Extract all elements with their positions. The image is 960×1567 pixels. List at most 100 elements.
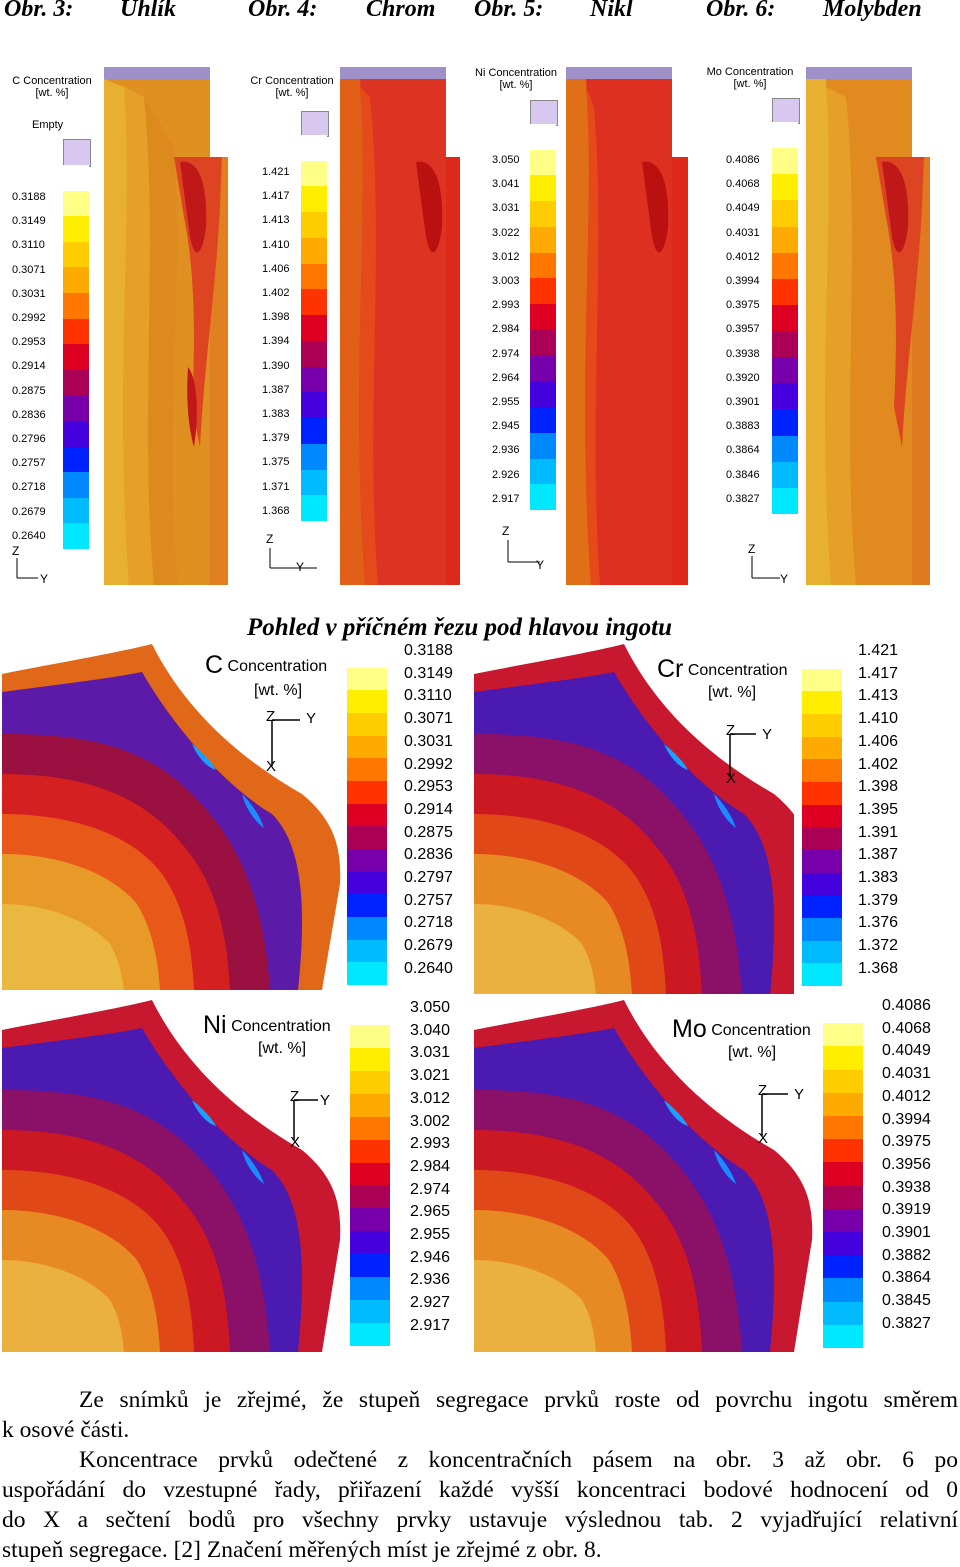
tick-label: 1.398: [858, 778, 899, 796]
colorbar-swatch: [530, 124, 556, 151]
tick-label: 1.417: [262, 190, 290, 203]
tick-label: 1.390: [262, 359, 290, 372]
axis-z-label: Z: [12, 544, 20, 558]
tick-label: 0.2953: [12, 336, 46, 349]
colorbar-swatch: [350, 1185, 390, 1209]
colorbar-swatch: [350, 1093, 390, 1118]
tick-label: 3.031: [492, 202, 520, 215]
tick-label: 0.2679: [12, 505, 46, 518]
colorbar-swatch: [347, 781, 387, 805]
tick-label: 0.2640: [12, 529, 46, 542]
colorbar-swatch: [301, 237, 327, 265]
tick-label: 0.3846: [726, 468, 760, 481]
axis-y-label: Y: [320, 1092, 331, 1109]
ingot-section-image: [806, 67, 930, 585]
colorbar-swatch: [530, 252, 556, 279]
colorbar-swatch: [530, 278, 556, 305]
tick-label: 1.387: [262, 383, 290, 396]
tick-label: 0.3975: [882, 1133, 931, 1151]
colorbar-swatch: [823, 1139, 863, 1163]
colorbar-swatch: [823, 1278, 863, 1303]
colorbar-swatch: [530, 226, 556, 254]
tick-label: 1.368: [858, 959, 899, 977]
paragraph-2-line-2: uspořádání do vzestupné řady, přiřazení …: [2, 1477, 958, 1503]
tick-label: 0.4031: [726, 226, 760, 239]
colorbar-swatch: [772, 148, 798, 175]
tick-label: 0.3919: [882, 1201, 931, 1219]
legend-title-line1: Ni Concentration: [475, 67, 557, 79]
paragraph-2-line-1: Koncentrace prvků odečtené z koncentračn…: [79, 1447, 958, 1473]
colorbar-swatch: [802, 782, 842, 806]
tick-label: 2.917: [492, 492, 520, 505]
tick-label: 0.3827: [726, 492, 760, 505]
tick-label: 3.040: [410, 1021, 451, 1039]
tick-label: 2.965: [410, 1203, 451, 1221]
colorbar-swatch: [350, 1300, 390, 1324]
tick-label: 0.4031: [882, 1065, 931, 1083]
legend-title-line1: C Concentration: [12, 75, 92, 87]
colorbar-swatch: [347, 871, 387, 895]
tick-label: 1.394: [262, 335, 290, 348]
colorbar-swatch: [772, 226, 798, 254]
colorbar-swatch: [63, 395, 89, 422]
colorbar-swatch: [347, 645, 387, 669]
colorbar-swatch: [772, 435, 798, 463]
tick-label: 3.022: [492, 226, 520, 239]
tick-label: 0.2992: [404, 755, 453, 773]
colorbar-swatch: [63, 369, 89, 396]
tick-label: 2.926: [492, 468, 520, 481]
colorbar-swatch: [301, 135, 327, 162]
tick-label: 3.012: [410, 1089, 451, 1107]
tick-label: 0.2836: [404, 846, 453, 864]
axis-x-label: X: [726, 770, 737, 787]
axis-x-label: X: [758, 1130, 769, 1147]
colorbar-swatch: [823, 1046, 863, 1071]
section-title: Pohled v příčném řezu pod hlavou ingotu: [247, 614, 673, 641]
tick-label: 0.3031: [12, 287, 46, 300]
tick-label: 0.3920: [726, 371, 760, 384]
colorbar-swatch: [802, 714, 842, 738]
tick-label: 0.3071: [12, 263, 46, 276]
legend-title: C Concentration: [205, 653, 327, 678]
colorbar-swatch: [63, 267, 89, 294]
colorbar-swatch: [802, 963, 842, 987]
tick-label: 0.3827: [882, 1314, 931, 1332]
tick-label: 0.4086: [882, 997, 931, 1014]
tick-label: 0.2679: [404, 937, 453, 955]
colorbar-swatch: [301, 495, 327, 522]
empty-swatch: [530, 100, 558, 126]
colorbar-swatch: [350, 1024, 390, 1049]
tick-label: 3.012: [492, 250, 520, 263]
colorbar-swatch: [823, 1208, 863, 1233]
colorbar-swatch: [63, 241, 89, 268]
tick-label: 0.2914: [404, 800, 453, 818]
axis-triad: [761, 1093, 788, 1136]
tick-label: 0.4012: [726, 250, 760, 263]
colorbar-swatch: [350, 1047, 390, 1072]
colorbar-swatch: [772, 409, 798, 437]
colorbar: [802, 646, 842, 987]
colorbar-swatch: [530, 458, 556, 485]
axis-y-label: Y: [762, 726, 773, 743]
colorbar: [347, 645, 387, 986]
colorbar-swatch: [63, 446, 89, 473]
colorbar-swatch: [301, 366, 327, 393]
tick-label: 1.413: [858, 687, 899, 705]
tick-label: 0.3901: [882, 1224, 931, 1241]
colorbar-swatch: [823, 1324, 863, 1349]
tick-label: 0.3188: [404, 642, 453, 659]
paragraph-2-line-3: do X a sečtení bodů pro všechny prvky us…: [2, 1507, 958, 1533]
axis-z-label: Z: [266, 708, 276, 725]
tick-label: 0.3149: [404, 664, 453, 682]
colorbar-swatch: [802, 759, 842, 783]
tick-label: 1.383: [262, 408, 290, 420]
legend-title: Mo Concentration [wt. %]: [702, 66, 798, 90]
tick-label: 0.3071: [404, 710, 453, 728]
ingot-section-image: [104, 67, 228, 585]
colorbar-swatch: [802, 918, 842, 942]
tick-label: 0.2914: [12, 360, 46, 373]
legend-unit: [wt. %]: [728, 1044, 777, 1061]
colorbar-swatch: [772, 487, 798, 515]
colorbar-swatch: [350, 1070, 390, 1095]
tick-label: 2.993: [492, 299, 520, 312]
